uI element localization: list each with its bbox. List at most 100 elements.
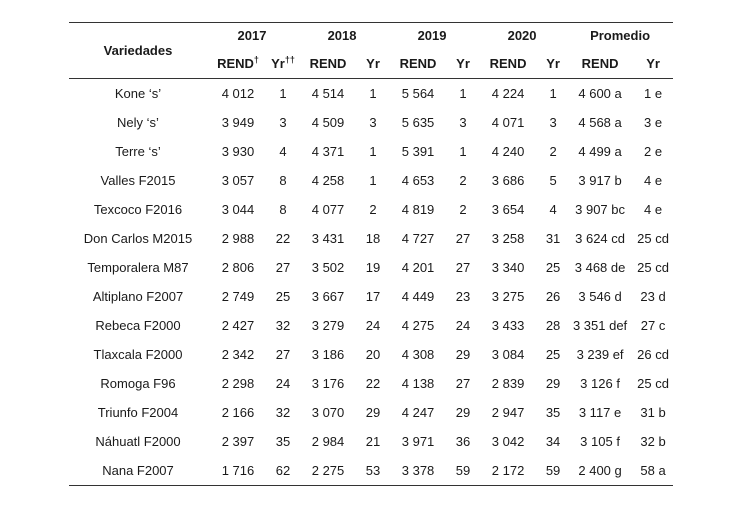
- yr-2017-cell: 24: [275, 376, 291, 391]
- yr-2017-cell: 35: [275, 434, 291, 449]
- yr-2020-cell: 35: [545, 405, 561, 420]
- yr-2020-cell: 1: [549, 86, 557, 101]
- rend-2019-cell: 4 727: [401, 231, 435, 246]
- yr-2018-cell: 19: [365, 260, 381, 275]
- table-row: Don Carlos M2015 2 988 22 3 431 18 4 727 27 3 2…: [69, 224, 673, 253]
- rend-2017-cell: 2 988: [221, 231, 255, 246]
- yr-promedio-cell: 25 cd: [637, 260, 669, 275]
- header-year-2017: 2017: [237, 28, 267, 43]
- table-row: Valles F2015 3 057 8 4 258 1 4 653 2 3 686 5 3 91…: [69, 166, 673, 195]
- rend-2020-cell: 3 686: [491, 173, 525, 188]
- variety-name-cell: Terre ‘s’: [115, 144, 161, 159]
- rend-promedio-cell: 2 400 g: [578, 463, 622, 478]
- variety-name-cell: Temporalera M87: [87, 260, 189, 275]
- header-yr-2017: Yr††: [271, 54, 295, 71]
- yr-2019-cell: 36: [455, 434, 471, 449]
- header-year-2019: 2019: [417, 28, 447, 43]
- yr-2018-cell: 22: [365, 376, 381, 391]
- rend-2020-cell: 4 071: [491, 115, 525, 130]
- rend-2017-cell: 3 057: [221, 173, 255, 188]
- rend-2017-cell: 2 166: [221, 405, 255, 420]
- rend-2017-cell: 2 397: [221, 434, 255, 449]
- yr-promedio-cell: 26 cd: [637, 347, 669, 362]
- rend-2020-cell: 4 224: [491, 86, 525, 101]
- yr-2017-cell: 27: [275, 260, 291, 275]
- yr-2018-cell: 20: [365, 347, 381, 362]
- rend-promedio-cell: 3 239 ef: [576, 347, 624, 362]
- yr-2018-cell: 17: [365, 289, 381, 304]
- rend-2017-cell: 2 342: [221, 347, 255, 362]
- rend-2019-cell: 5 635: [401, 115, 435, 130]
- table-row: Texcoco F2016 3 044 8 4 077 2 4 819 2 3 654 4 3 9…: [69, 195, 673, 224]
- yr-promedio-cell: 25 cd: [637, 231, 669, 246]
- rend-promedio-cell: 3 126 f: [580, 376, 620, 391]
- yr-promedio-cell: 1 e: [644, 86, 663, 101]
- rend-2017-cell: 1 716: [221, 463, 255, 478]
- yr-2020-cell: 59: [545, 463, 561, 478]
- rend-promedio-cell: 4 568 a: [578, 115, 622, 130]
- yr-2018-cell: 2: [369, 202, 377, 217]
- yr-2019-cell: 24: [455, 318, 471, 333]
- yr-promedio-cell: 31 b: [640, 405, 666, 420]
- rend-promedio-cell: 3 907 bc: [575, 202, 625, 217]
- header-yr-2020: Yr: [546, 55, 560, 71]
- yr-2019-cell: 23: [455, 289, 471, 304]
- table-row: Nana F2007 1 716 62 2 275 53 3 378 59 2 172 59 2 …: [69, 456, 674, 486]
- rend-2018-cell: 3 502: [311, 260, 345, 275]
- yr-promedio-cell: 23 d: [640, 289, 666, 304]
- yr-2017-cell: 32: [275, 318, 291, 333]
- variety-name-cell: Kone ‘s’: [114, 86, 162, 101]
- table-row: Terre ‘s’ 3 930 4 4 371 1 5 391 1 4 240 2 4 499 a…: [69, 137, 673, 166]
- yr-promedio-cell: 2 e: [644, 144, 663, 159]
- rend-2018-cell: 3 431: [311, 231, 345, 246]
- rend-2020-cell: 3 258: [491, 231, 525, 246]
- header-rend-2018: REND: [309, 55, 347, 71]
- rend-2018-cell: 3 176: [311, 376, 345, 391]
- rend-promedio-cell: 3 624 cd: [575, 231, 625, 246]
- rend-2019-cell: 4 201: [401, 260, 435, 275]
- rend-2018-cell: 4 371: [311, 144, 345, 159]
- variety-name-cell: Altiplano F2007: [92, 289, 184, 304]
- yr-2019-cell: 1: [459, 86, 467, 101]
- variety-name-cell: Triunfo F2004: [97, 405, 179, 420]
- rend-promedio-cell: 4 600 a: [578, 86, 622, 101]
- table-row: Rebeca F2000 2 427 32 3 279 24 4 275 24 3 433 28…: [69, 311, 673, 340]
- rend-2019-cell: 5 564: [401, 86, 435, 101]
- yr-2020-cell: 31: [545, 231, 561, 246]
- rend-2019-cell: 3 378: [401, 463, 435, 478]
- yr-2018-cell: 24: [365, 318, 381, 333]
- yr-2018-cell: 29: [365, 405, 381, 420]
- variety-name-cell: Nana F2007: [102, 463, 174, 478]
- yr-2020-cell: 4: [549, 202, 557, 217]
- yr-2017-cell: 4: [279, 144, 287, 159]
- variety-name-cell: Nely ‘s’: [117, 115, 159, 130]
- yr-2018-cell: 1: [369, 173, 377, 188]
- rend-2019-cell: 4 275: [401, 318, 435, 333]
- yr-2018-cell: 53: [365, 463, 381, 478]
- rend-2019-cell: 5 391: [401, 144, 435, 159]
- yr-2017-cell: 25: [275, 289, 291, 304]
- yield-rust-table: Variedades 2017 2018 2019 2020 Promedio …: [69, 22, 674, 486]
- yr-promedio-cell: 27 c: [640, 318, 666, 333]
- yr-2017-cell: 1: [279, 86, 287, 101]
- rend-2020-cell: 3 084: [491, 347, 525, 362]
- rend-promedio-cell: 3 117 e: [578, 405, 622, 420]
- rend-2020-cell: 3 275: [491, 289, 525, 304]
- yr-promedio-cell: 25 cd: [637, 376, 669, 391]
- yr-2019-cell: 27: [455, 260, 471, 275]
- rend-2018-cell: 3 667: [311, 289, 345, 304]
- yr-2018-cell: 18: [365, 231, 381, 246]
- yr-2018-cell: 1: [369, 144, 377, 159]
- rend-2018-cell: 4 509: [311, 115, 345, 130]
- yr-2020-cell: 26: [545, 289, 561, 304]
- rend-promedio-cell: 3 468 de: [574, 260, 626, 275]
- dagger-footnote-mark: †: [253, 54, 259, 65]
- yr-2020-cell: 25: [545, 347, 561, 362]
- header-yr-2018: Yr: [366, 55, 380, 71]
- yr-2019-cell: 29: [455, 405, 471, 420]
- rend-2019-cell: 4 247: [401, 405, 435, 420]
- rend-promedio-cell: 3 105 f: [580, 434, 620, 449]
- yr-2017-cell: 62: [275, 463, 291, 478]
- yr-2019-cell: 29: [455, 347, 471, 362]
- variety-name-cell: Don Carlos M2015: [83, 231, 193, 246]
